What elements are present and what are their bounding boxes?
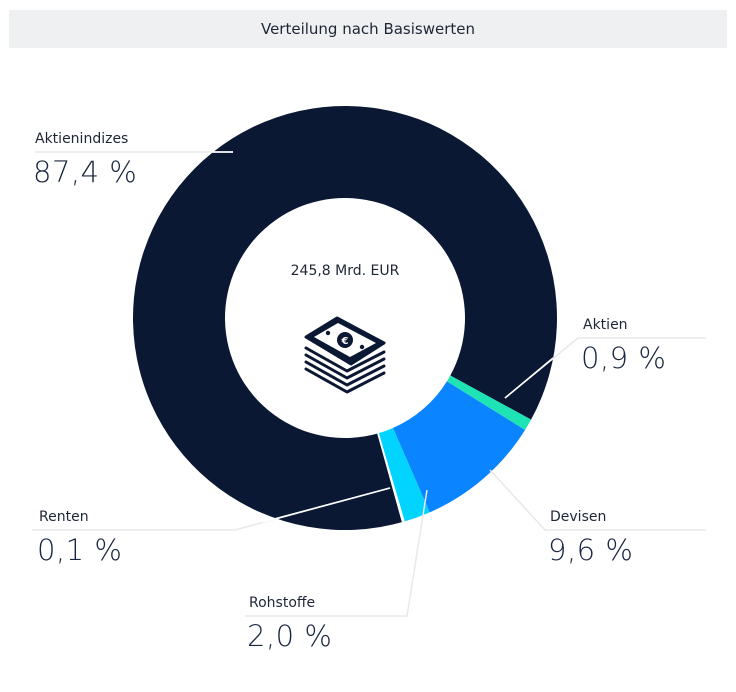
money-stack-euro-icon: € [304,316,386,394]
value-rohstoffe: 2,0 % [247,619,333,653]
label-aktienindizes: Aktienindizes [35,131,129,147]
segment-aktien[interactable] [446,375,532,430]
donut-segments [133,106,558,530]
segment-aktienindizes[interactable] [133,106,558,530]
svg-text:€: € [341,336,349,347]
leader-line-devisen [489,469,706,531]
label-devisen: Devisen [550,509,607,525]
label-rohstoffe: Rohstoffe [249,595,316,611]
chart-title-bar: Verteilung nach Basiswerten [9,10,727,48]
label-renten: Renten [39,509,89,525]
total-volume: 245,8 Mrd. EUR [290,263,400,279]
value-devisen: 9,6 % [548,533,634,567]
label-aktien: Aktien [583,317,628,333]
value-renten: 0,1 % [37,533,123,567]
value-aktienindizes: 87,4 % [33,155,138,189]
segment-rohstoffe[interactable] [378,427,430,522]
leader-line-rohstoffe [245,489,428,617]
value-aktien: 0,9 % [581,341,667,375]
segment-devisen[interactable] [392,381,526,513]
chart-title: Verteilung nach Basiswerten [260,20,476,38]
segment-renten[interactable] [377,433,405,523]
